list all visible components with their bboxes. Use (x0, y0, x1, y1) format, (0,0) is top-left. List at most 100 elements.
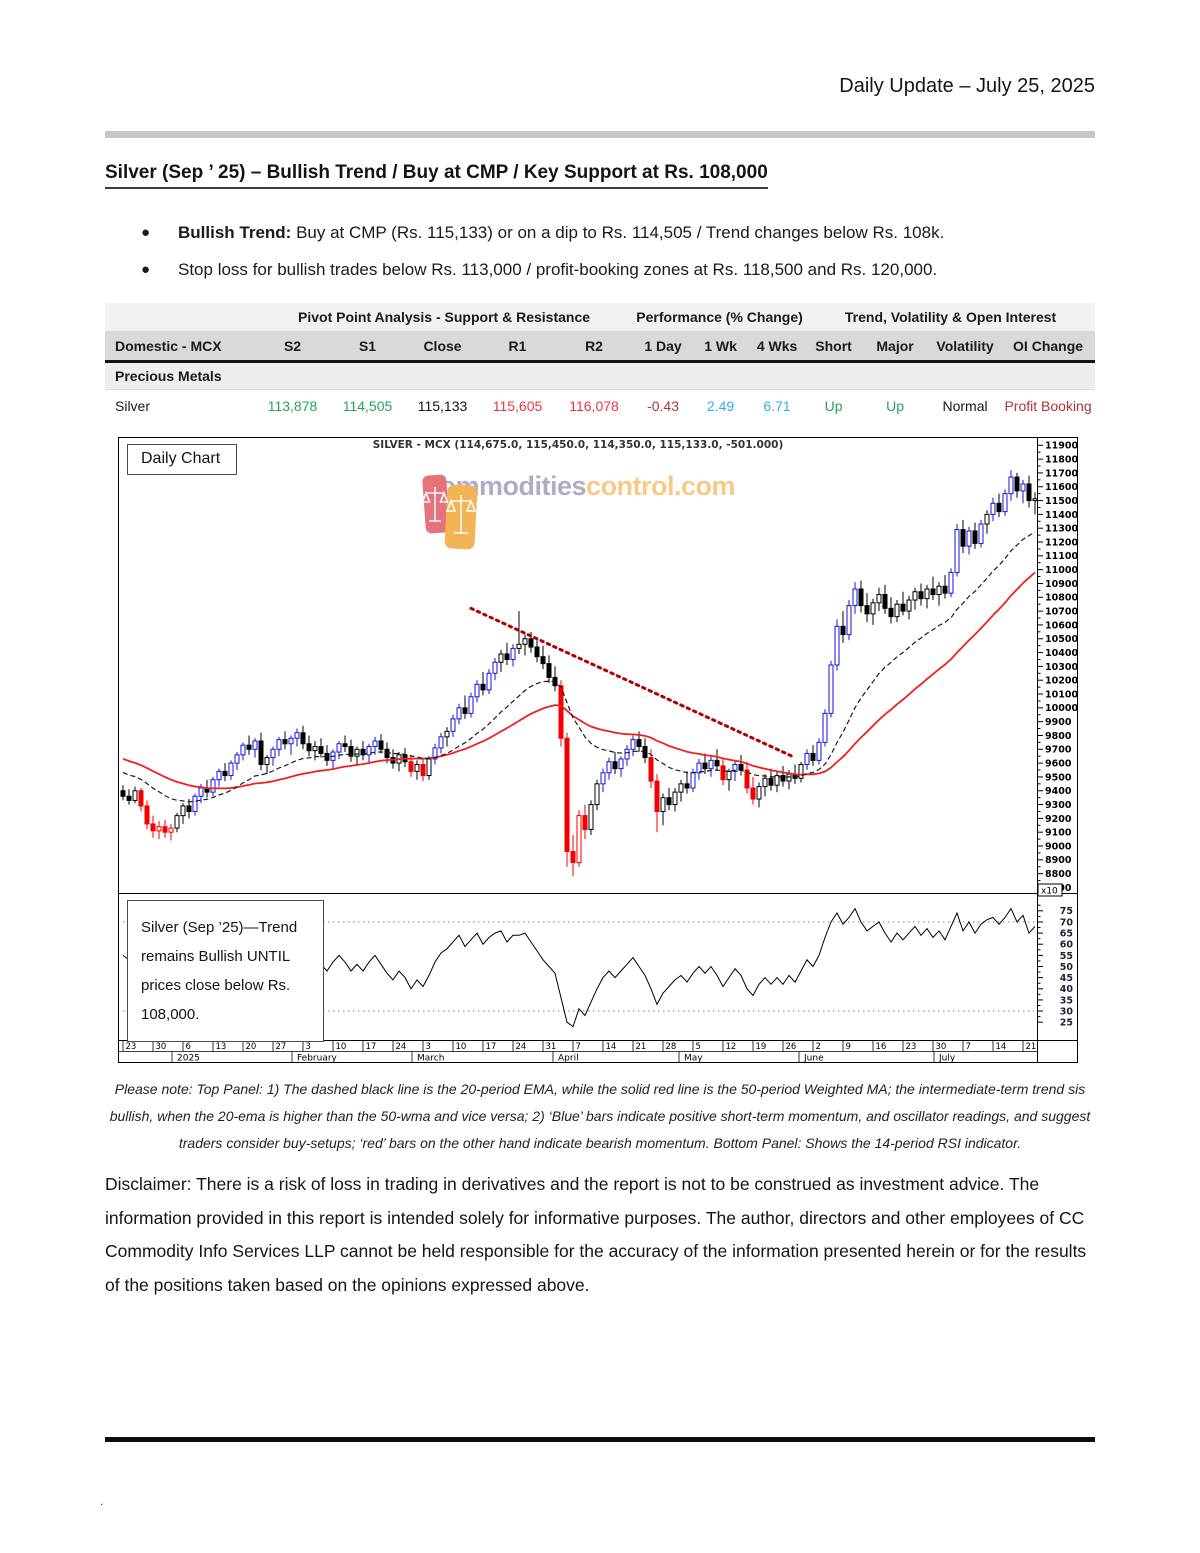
svg-text:9: 9 (846, 1042, 851, 1052)
svg-text:11100: 11100 (1045, 551, 1078, 562)
col-r2: R2 (555, 331, 634, 363)
bullet-marker: ● (141, 261, 151, 278)
svg-text:10100: 10100 (1045, 689, 1078, 700)
svg-text:10800: 10800 (1045, 593, 1078, 604)
bullet-text: Stop loss for bullish trades below Rs. 1… (178, 260, 938, 279)
svg-text:45: 45 (1060, 973, 1073, 984)
col-s2: S2 (255, 331, 330, 363)
svg-text:11800: 11800 (1045, 455, 1078, 466)
svg-text:50: 50 (1060, 962, 1074, 973)
commoditiescontrol-logo-icon (421, 474, 478, 550)
col-1wk: 1 Wk (693, 331, 749, 363)
svg-text:21: 21 (636, 1042, 647, 1052)
cell-volatility: Normal (929, 389, 1002, 421)
svg-text:July: July (938, 1054, 956, 1064)
svg-text:3: 3 (426, 1042, 431, 1052)
bullet-text: Bullish Trend: Buy at CMP (Rs. 115,133) … (178, 223, 945, 242)
svg-text:10300: 10300 (1045, 662, 1078, 673)
svg-text:9300: 9300 (1045, 800, 1072, 811)
svg-text:9100: 9100 (1045, 828, 1072, 839)
svg-text:26: 26 (786, 1042, 797, 1052)
svg-text:7: 7 (576, 1042, 581, 1052)
svg-text:14: 14 (606, 1042, 617, 1052)
svg-text:9400: 9400 (1045, 786, 1072, 797)
svg-text:11400: 11400 (1045, 510, 1078, 521)
svg-text:25: 25 (1060, 1018, 1073, 1029)
col-oi-change: OI Change (1001, 331, 1096, 363)
svg-text:35: 35 (1060, 995, 1073, 1006)
chart-footnote: Please note: Top Panel: 1) The dashed bl… (109, 1081, 1091, 1151)
svg-text:19: 19 (756, 1042, 767, 1052)
svg-text:11000: 11000 (1045, 565, 1078, 576)
svg-text:16: 16 (876, 1042, 887, 1052)
svg-text:SILVER - MCX (114,675.0, 115,4: SILVER - MCX (114,675.0, 115,450.0, 114,… (373, 439, 784, 451)
svg-text:24: 24 (396, 1042, 407, 1052)
cell-major-trend: Up (861, 389, 930, 421)
cell-oi-change: Profit Booking (1001, 389, 1096, 421)
svg-text:April: April (558, 1054, 579, 1064)
col-4wks: 4 Wks (748, 331, 807, 363)
svg-text:13: 13 (216, 1042, 227, 1052)
cell-short-trend: Up (806, 389, 862, 421)
table-group-header-row: Pivot Point Analysis - Support & Resista… (105, 303, 1096, 331)
group-header-empty (105, 303, 255, 331)
svg-text:27: 27 (276, 1042, 287, 1052)
cell-1day: -0.43 (633, 389, 694, 421)
svg-text:30: 30 (1060, 1006, 1074, 1017)
group-header-performance: Performance (% Change) (633, 303, 807, 331)
svg-text:May: May (684, 1054, 703, 1064)
svg-text:9700: 9700 (1045, 745, 1072, 756)
footer-dot: . (100, 1494, 104, 1508)
svg-text:2025: 2025 (177, 1054, 200, 1064)
svg-text:10600: 10600 (1045, 620, 1078, 631)
svg-text:3: 3 (306, 1042, 311, 1052)
svg-text:12: 12 (726, 1042, 737, 1052)
header-divider (105, 131, 1095, 138)
svg-text:10: 10 (336, 1042, 347, 1052)
svg-text:8900: 8900 (1045, 855, 1072, 866)
svg-text:5: 5 (696, 1042, 701, 1052)
col-r1: R1 (480, 331, 555, 363)
table-section-row: Precious Metals (105, 361, 1096, 390)
svg-text:6: 6 (186, 1042, 191, 1052)
report-title: Silver (Sep ’ 25) – Bullish Trend / Buy … (105, 162, 768, 189)
col-close: Close (405, 331, 480, 363)
col-short: Short (806, 331, 862, 363)
svg-text:70: 70 (1060, 917, 1074, 928)
cell-r2: 116,078 (555, 389, 634, 421)
daily-chart-panel: commoditiescontrol.com SILVER - MCX (114… (118, 437, 1079, 1063)
daily-chart-label: Daily Chart (127, 444, 238, 475)
disclaimer-text: Disclaimer: There is a risk of loss in t… (105, 1174, 1087, 1295)
table-column-header-row: Domestic - MCX S2 S1 Close R1 R2 1 Day 1… (105, 331, 1096, 363)
group-header-trend: Trend, Volatility & Open Interest (806, 303, 1096, 331)
cell-1wk: 2.49 (693, 389, 749, 421)
group-header-pivot: Pivot Point Analysis - Support & Resista… (255, 303, 634, 331)
svg-text:55: 55 (1060, 951, 1073, 962)
cell-r1: 115,605 (480, 389, 555, 421)
section-label: Precious Metals (105, 361, 1096, 390)
svg-text:65: 65 (1060, 928, 1073, 939)
svg-text:x10: x10 (1041, 887, 1058, 897)
col-major: Major (861, 331, 930, 363)
svg-text:21: 21 (1026, 1042, 1037, 1052)
col-1day: 1 Day (633, 331, 694, 363)
svg-text:February: February (297, 1054, 338, 1064)
svg-text:8800: 8800 (1045, 869, 1072, 880)
bullet-item: ● Bullish Trend: Buy at CMP (Rs. 115,133… (141, 222, 1111, 244)
svg-text:11700: 11700 (1045, 468, 1078, 479)
svg-text:14: 14 (996, 1042, 1007, 1052)
svg-text:June: June (803, 1054, 824, 1064)
svg-text:23: 23 (126, 1042, 137, 1052)
table-row: Silver 113,878 114,505 115,133 115,605 1… (105, 389, 1096, 421)
bullet-item: ● Stop loss for bullish trades below Rs.… (141, 259, 1111, 281)
cell-s1: 114,505 (330, 389, 405, 421)
commoditiescontrol-watermark: commoditiescontrol.com (421, 473, 736, 550)
svg-text:30: 30 (936, 1042, 947, 1052)
svg-text:40: 40 (1060, 984, 1074, 995)
bullet-marker: ● (141, 224, 151, 241)
svg-text:11300: 11300 (1045, 524, 1078, 535)
svg-text:11500: 11500 (1045, 496, 1078, 507)
svg-text:31: 31 (546, 1042, 557, 1052)
svg-text:9900: 9900 (1045, 717, 1072, 728)
